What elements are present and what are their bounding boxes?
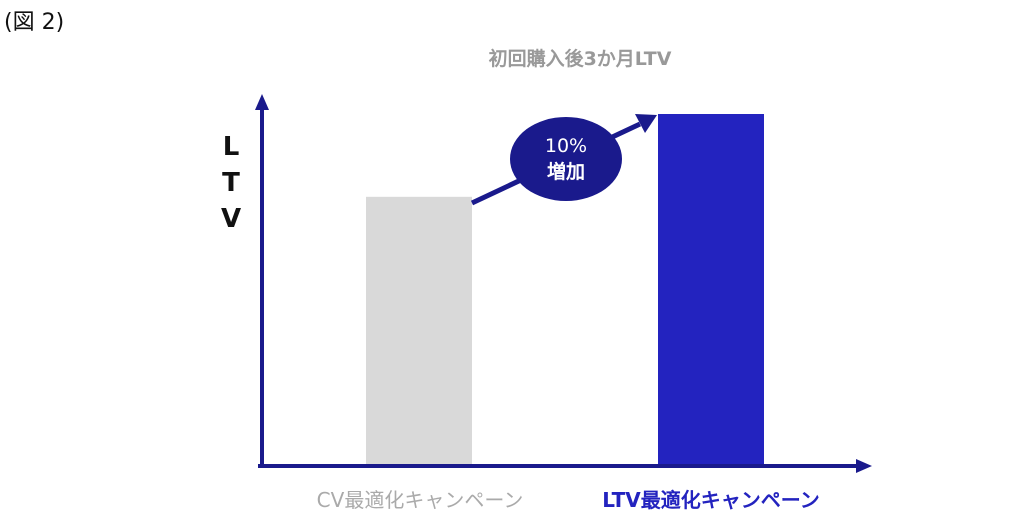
y-axis-arrowhead-icon <box>255 94 269 110</box>
x-axis-arrowhead-icon <box>856 459 872 473</box>
annotation-line1: 10% <box>545 135 587 157</box>
category-label-cv: CV最適化キャンペーン <box>316 488 524 512</box>
annotation-bubble <box>510 117 622 201</box>
bar-cv <box>366 196 472 464</box>
y-axis-label-t: T <box>222 168 240 198</box>
annotation-line2: 増加 <box>547 160 585 183</box>
category-label-ltv: LTV最適化キャンペーン <box>602 488 820 512</box>
y-axis-label-l: L <box>222 132 240 162</box>
chart-title: 初回購入後3か月LTV <box>488 48 672 70</box>
y-axis-label-v: V <box>220 204 242 234</box>
bar-ltv <box>658 114 764 464</box>
figure-label: (図 2) <box>4 10 65 35</box>
increase-arrowhead-icon <box>635 114 657 133</box>
